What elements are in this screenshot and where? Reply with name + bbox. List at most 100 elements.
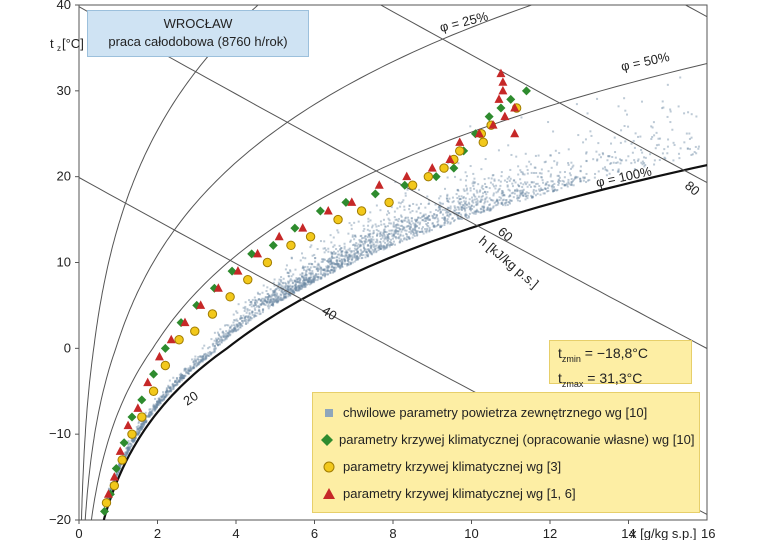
scatter-point (438, 208, 441, 211)
scatter-point (124, 451, 127, 454)
scatter-point (393, 229, 396, 232)
scatter-point (539, 193, 542, 196)
scatter-point (299, 284, 302, 287)
scatter-point (179, 376, 182, 379)
scatter-point (552, 130, 555, 133)
scatter-point (137, 433, 140, 436)
scatter-point (225, 336, 228, 339)
scatter-point (338, 257, 341, 260)
scatter-point (370, 252, 373, 255)
scatter-point (550, 180, 553, 183)
scatter-point (507, 201, 510, 204)
scatter-point (296, 288, 299, 291)
scatter-point (178, 373, 181, 376)
scatter-point (179, 377, 182, 380)
scatter-point (260, 304, 263, 307)
scatter-point (327, 266, 330, 269)
scatter-point (347, 263, 350, 266)
scatter-point (275, 296, 278, 299)
scatter-point (320, 276, 323, 279)
scatter-point (257, 304, 260, 307)
scatter-point (408, 204, 411, 207)
scatter-point (241, 319, 244, 322)
scatter-point (611, 168, 614, 171)
scatter-point (433, 224, 436, 227)
scatter-point (343, 245, 346, 248)
scatter-point (564, 184, 567, 187)
scatter-point (663, 156, 666, 159)
scatter-point (288, 285, 291, 288)
scatter-point (289, 288, 292, 291)
scatter-point (186, 369, 189, 372)
scatter-point (312, 280, 315, 283)
scatter-point (401, 227, 404, 230)
scatter-point (219, 338, 222, 341)
scatter-point (294, 279, 297, 282)
scatter-point (397, 230, 400, 233)
scatter-point (143, 423, 146, 426)
y-tick-label: −20 (49, 512, 71, 527)
scatter-point (553, 188, 556, 191)
scatter-point (304, 257, 307, 260)
scatter-point (456, 215, 459, 218)
scatter-point (460, 201, 463, 204)
scatter-point (259, 298, 262, 301)
scatter-point (605, 169, 608, 172)
scatter-point (454, 213, 457, 216)
scatter-point (332, 245, 335, 248)
scatter-point (140, 425, 143, 428)
scatter-point (371, 224, 374, 227)
scatter-point (255, 305, 258, 308)
scatter-point (414, 225, 417, 228)
scatter-point (182, 376, 185, 379)
climate-curve-markers (100, 68, 531, 516)
scatter-point (365, 240, 368, 243)
scatter-point (444, 187, 447, 190)
scatter-point (300, 282, 303, 285)
scatter-point (557, 179, 560, 182)
scatter-point (289, 288, 292, 291)
scatter-point (159, 401, 162, 404)
scatter-point (239, 317, 242, 320)
scatter-point (153, 408, 156, 411)
scatter-point (312, 281, 315, 284)
scatter-point (439, 211, 442, 214)
scatter-point (149, 411, 152, 414)
scatter-point (172, 376, 175, 379)
scatter-point (287, 286, 290, 289)
scatter-point (463, 207, 466, 210)
enthalpy-line (379, 5, 707, 184)
scatter-point (303, 274, 306, 277)
scatter-point (540, 176, 543, 179)
scatter-point (152, 408, 155, 411)
scatter-point (396, 230, 399, 233)
scatter-point (401, 240, 404, 243)
scatter-point (178, 379, 181, 382)
scatter-point (557, 178, 560, 181)
scatter-point (166, 390, 169, 393)
scatter-point (322, 258, 325, 261)
scatter-point (269, 299, 272, 302)
scatter-point (336, 262, 339, 265)
scatter-point (339, 267, 342, 270)
scatter-point (359, 255, 362, 258)
scatter-point (175, 383, 178, 386)
scatter-point (130, 444, 133, 447)
scatter-point (377, 224, 380, 227)
scatter-point (154, 406, 157, 409)
triangle-point (496, 68, 506, 78)
scatter-point (516, 189, 519, 192)
diamond-point (506, 94, 516, 104)
scatter-point (467, 201, 470, 204)
scatter-point (115, 473, 118, 476)
scatter-point (390, 232, 393, 235)
scatter-point (331, 265, 334, 268)
scatter-point (328, 260, 331, 263)
scatter-point (518, 194, 521, 197)
scatter-point (266, 296, 269, 299)
scatter-point (142, 421, 145, 424)
scatter-point (451, 217, 454, 220)
scatter-point (252, 304, 255, 307)
scatter-point (460, 206, 463, 209)
scatter-point (215, 337, 218, 340)
